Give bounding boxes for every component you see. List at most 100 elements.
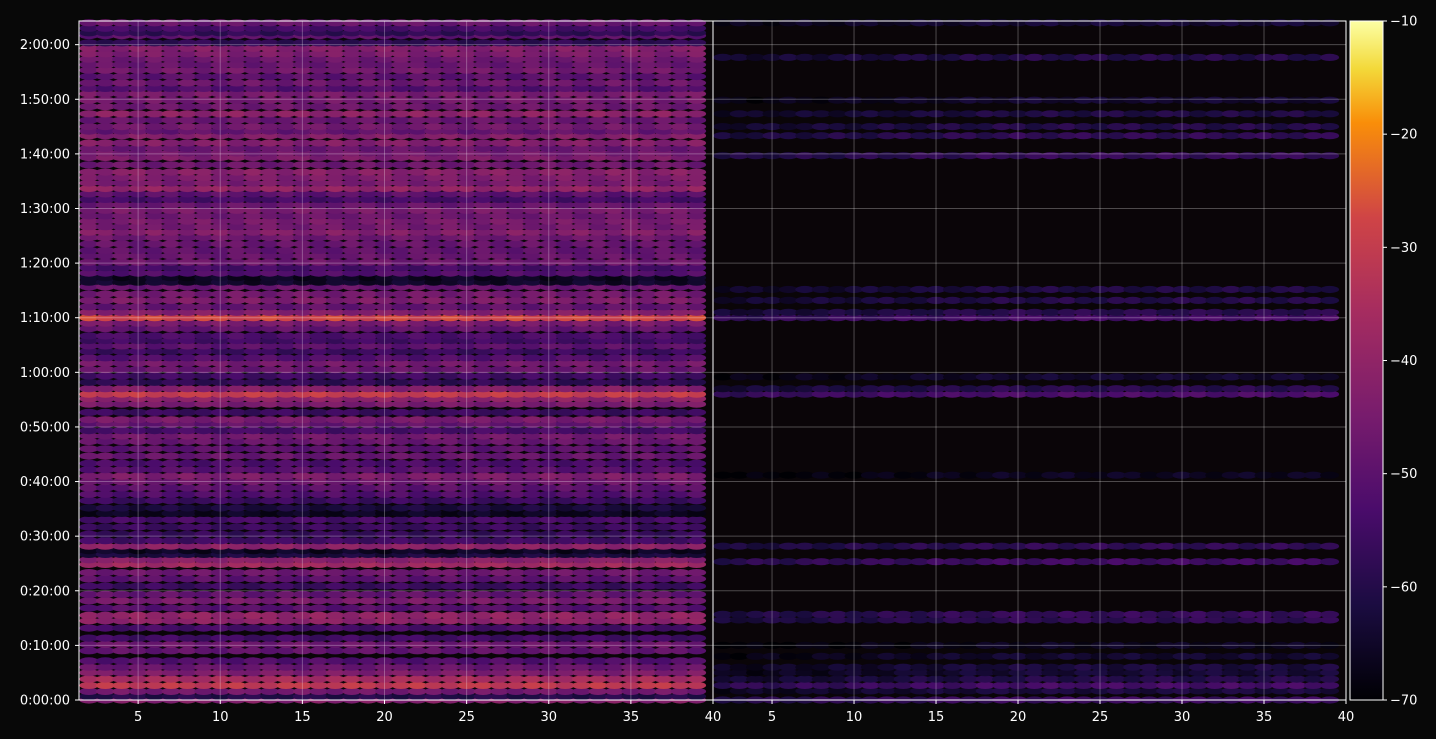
heatmap-cell	[1254, 314, 1274, 322]
heatmap-cell	[194, 55, 214, 63]
heatmap-cell	[1320, 471, 1340, 479]
heatmap-cell	[539, 490, 559, 498]
heatmap-cell	[325, 452, 345, 460]
heatmap-cell	[325, 597, 345, 605]
heatmap-cell	[1057, 641, 1077, 650]
heatmap-cell	[860, 669, 880, 677]
heatmap-cell	[621, 66, 641, 74]
heatmap-cell	[243, 537, 263, 545]
heatmap-cell	[621, 195, 641, 203]
heatmap-cell	[1008, 675, 1028, 683]
heatmap-cell	[375, 79, 394, 87]
heatmap-cell	[555, 201, 575, 209]
heatmap-cell	[572, 634, 592, 642]
heatmap-cell	[161, 523, 181, 531]
heatmap-cell	[292, 123, 312, 131]
heatmap-cell	[926, 542, 946, 550]
heatmap-cell	[522, 452, 542, 460]
heatmap-cell	[128, 437, 148, 446]
heatmap-cell	[177, 258, 197, 266]
heatmap-cell	[555, 385, 575, 393]
heatmap-cell	[342, 484, 362, 492]
heatmap-cell	[95, 19, 115, 27]
heatmap-cell	[177, 110, 197, 118]
heatmap-cell	[128, 478, 148, 486]
heatmap-cell	[457, 669, 477, 677]
heatmap-cell	[539, 523, 559, 531]
heatmap-cell	[325, 342, 345, 350]
heatmap-cell	[309, 269, 329, 277]
heatmap-cell	[572, 195, 592, 203]
heatmap-cell	[1205, 687, 1225, 695]
heatmap-cell	[95, 168, 115, 176]
heatmap-cell	[1123, 681, 1143, 690]
heatmap-cell	[128, 223, 148, 231]
heatmap-cell	[128, 314, 148, 322]
heatmap-cell	[637, 400, 657, 408]
heatmap-cell	[440, 490, 460, 498]
heatmap-cell	[1221, 641, 1241, 650]
heatmap-cell	[457, 123, 477, 131]
heatmap-cell	[161, 290, 181, 298]
heatmap-cell	[194, 179, 214, 187]
heatmap-cell	[1074, 390, 1094, 398]
heatmap-cell	[605, 400, 624, 408]
heatmap-cell	[260, 223, 279, 231]
heatmap-cell	[1156, 385, 1176, 393]
heatmap-cell	[457, 390, 477, 398]
heatmap-cell	[687, 264, 707, 272]
heatmap-cell	[670, 523, 690, 531]
heatmap-cell	[260, 582, 279, 590]
heatmap-cell	[637, 234, 657, 242]
heatmap-cell	[473, 354, 493, 362]
heatmap-cell	[194, 319, 214, 327]
heatmap-cell	[457, 174, 477, 182]
heatmap-cell	[670, 466, 690, 474]
heatmap-cell	[654, 212, 674, 220]
heatmap-cell	[440, 201, 460, 209]
heatmap-cell	[687, 624, 707, 632]
heatmap-cell	[260, 50, 279, 58]
heatmap-cell	[959, 390, 979, 398]
heatmap-cell	[194, 240, 214, 248]
heatmap-cell	[161, 296, 181, 304]
heatmap-cell	[391, 84, 411, 92]
heatmap-cell	[276, 385, 296, 393]
heatmap-cell	[194, 390, 214, 398]
heatmap-cell	[194, 206, 214, 214]
heatmap-cell	[637, 663, 657, 671]
heatmap-cell	[342, 432, 362, 440]
heatmap-cell	[588, 190, 608, 198]
heatmap-cell	[440, 466, 460, 474]
heatmap-cell	[260, 459, 279, 467]
heatmap-cell	[687, 490, 707, 498]
heatmap-cell	[687, 366, 707, 374]
heatmap-cell	[309, 385, 329, 393]
heatmap-cell	[621, 96, 641, 104]
heatmap-cell	[309, 530, 329, 538]
heatmap-cell	[440, 342, 460, 350]
heatmap-cell	[407, 144, 427, 152]
heatmap-cell	[860, 558, 880, 566]
heatmap-cell	[391, 611, 411, 620]
heatmap-cell	[79, 459, 99, 467]
heatmap-cell	[572, 537, 592, 545]
heatmap-cell	[292, 657, 312, 665]
heatmap-cell	[424, 634, 444, 642]
heatmap-cell	[243, 385, 263, 393]
heatmap-cell	[670, 234, 690, 242]
heatmap-cell	[79, 24, 99, 32]
heatmap-cell	[588, 675, 608, 683]
heatmap-cell	[424, 385, 444, 393]
heatmap-cell	[1024, 373, 1044, 381]
heatmap-cell	[605, 103, 624, 111]
heatmap-cell	[490, 537, 509, 545]
heatmap-cell	[637, 139, 657, 147]
heatmap-cell	[713, 616, 733, 624]
heatmap-cell	[243, 523, 263, 531]
heatmap-cell	[1156, 652, 1176, 660]
heatmap-cell	[424, 217, 444, 225]
heatmap-cell	[1090, 314, 1110, 322]
heatmap-cell	[177, 372, 197, 380]
heatmap-cell	[407, 252, 427, 260]
